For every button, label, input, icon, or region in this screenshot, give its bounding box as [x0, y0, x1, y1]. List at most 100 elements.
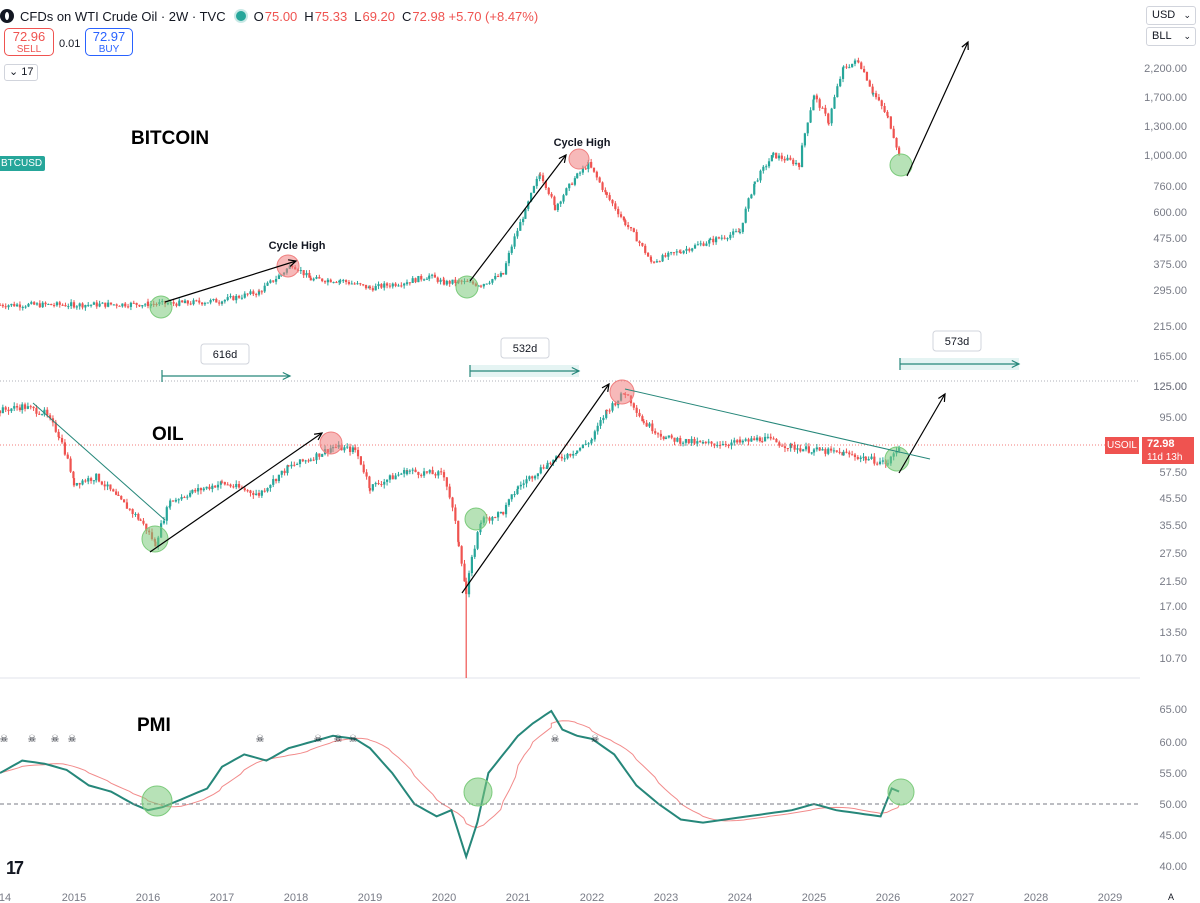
- btc-candle: [448, 280, 451, 284]
- oil-candle: [605, 409, 608, 418]
- oil-candle: [645, 422, 648, 427]
- oil-candle: [841, 452, 844, 456]
- btc-candle: [81, 303, 84, 308]
- oil-candle: [425, 471, 429, 473]
- btc-candle: [570, 183, 574, 185]
- indicators-toggle[interactable]: ⌄ 17: [4, 64, 38, 81]
- tradingview-logo-icon[interactable]: 17: [6, 858, 24, 878]
- oil-axis-label: 125.00: [1153, 381, 1187, 393]
- btc-candle: [658, 261, 661, 263]
- btc-candle: [329, 279, 332, 283]
- oil-candle: [552, 459, 555, 464]
- btc-candle: [664, 255, 667, 257]
- btc-candle: [15, 304, 19, 307]
- oil-candle: [781, 445, 784, 447]
- oil-candle: [738, 439, 742, 443]
- oil-candle: [145, 523, 148, 531]
- skull-icon: ☠: [256, 734, 265, 745]
- btc-candle: [756, 180, 759, 182]
- oil-candle: [165, 507, 168, 521]
- btc-candle: [655, 261, 658, 263]
- oil-candle: [18, 407, 22, 411]
- oil-candle: [549, 462, 552, 464]
- unit-value: BLL: [1152, 30, 1172, 42]
- btc-candle: [587, 161, 590, 170]
- oil-candle: [249, 490, 252, 494]
- oil-candle: [208, 486, 211, 490]
- btc-candle: [335, 282, 338, 284]
- oil-candle: [122, 499, 126, 503]
- btc-candle: [809, 110, 812, 123]
- oil-candle: [463, 563, 466, 582]
- oil-candle: [667, 435, 670, 438]
- oil-candle: [510, 494, 513, 500]
- btc-candle: [332, 282, 335, 284]
- oil-candle: [434, 474, 437, 476]
- oil-candle: [721, 444, 725, 446]
- oil-candle: [528, 476, 531, 480]
- oil-candle: [494, 517, 497, 519]
- unit-select[interactable]: BLL ⌄: [1146, 27, 1196, 46]
- buy-button[interactable]: 72.97 BUY: [85, 28, 133, 56]
- btc-candle: [391, 283, 394, 287]
- oil-candle: [169, 500, 172, 507]
- btc-candle: [178, 300, 181, 306]
- btc-candle: [246, 293, 249, 295]
- btc-candle: [0, 304, 2, 306]
- btc-candle: [806, 122, 809, 134]
- btc-candle: [33, 302, 36, 305]
- oil-candle: [252, 493, 255, 496]
- btc-candle: [513, 236, 516, 247]
- btc-candle: [601, 182, 604, 190]
- oil-candle: [670, 435, 673, 438]
- btc-candle: [223, 299, 226, 302]
- btc-candle: [38, 303, 41, 308]
- btc-candle: [889, 116, 892, 129]
- btc-candle: [277, 275, 281, 279]
- oil-candle: [783, 446, 787, 449]
- oil-axis-label: 45.50: [1159, 493, 1187, 505]
- btc-candle: [886, 115, 890, 117]
- usoil-price-label: 72.98 11d 13h: [1142, 437, 1194, 464]
- btc-candle: [353, 283, 356, 285]
- btc-candle: [541, 175, 545, 182]
- btc-axis-label: 1,700.00: [1144, 92, 1187, 104]
- oil-candle: [724, 444, 727, 446]
- btc-candle: [309, 277, 312, 281]
- btc-candle: [146, 301, 150, 307]
- oil-candle: [641, 416, 644, 422]
- cycle-low-marker: [463, 777, 493, 807]
- oil-candle: [403, 470, 406, 474]
- btc-candle: [260, 291, 263, 293]
- oil-candle: [513, 494, 516, 496]
- sell-button[interactable]: 72.96 SELL: [4, 28, 54, 56]
- btc-candle: [135, 302, 138, 305]
- btc-candle: [124, 303, 127, 307]
- oil-candle: [343, 447, 346, 451]
- btc-candle: [738, 231, 742, 233]
- btc-candle: [121, 303, 124, 307]
- btc-candle: [685, 248, 688, 251]
- skull-icon: ☠: [334, 734, 343, 745]
- symbol-title[interactable]: CFDs on WTI Crude Oil · 2W · TVC: [20, 8, 226, 24]
- oil-candle: [346, 446, 349, 448]
- btc-candle: [635, 231, 638, 242]
- btc-candle: [220, 301, 224, 304]
- btcusd-badge: BTCUSD: [0, 156, 46, 171]
- btc-candle: [235, 295, 238, 301]
- oil-candle: [560, 456, 563, 459]
- x-axis-tick: 2022: [580, 892, 604, 903]
- btc-candle: [422, 279, 426, 281]
- skull-icon: ☠: [51, 734, 60, 745]
- btc-candle: [841, 67, 845, 79]
- btc-candle: [839, 78, 842, 87]
- btc-candle: [13, 303, 16, 307]
- oil-candle: [223, 482, 226, 485]
- auto-scale-toggle[interactable]: A: [1168, 892, 1175, 902]
- btc-candle: [672, 252, 676, 254]
- currency-select[interactable]: USD ⌄: [1146, 6, 1196, 25]
- btc-candle: [98, 303, 101, 307]
- btc-candle: [203, 303, 207, 305]
- btc-candle: [535, 178, 538, 187]
